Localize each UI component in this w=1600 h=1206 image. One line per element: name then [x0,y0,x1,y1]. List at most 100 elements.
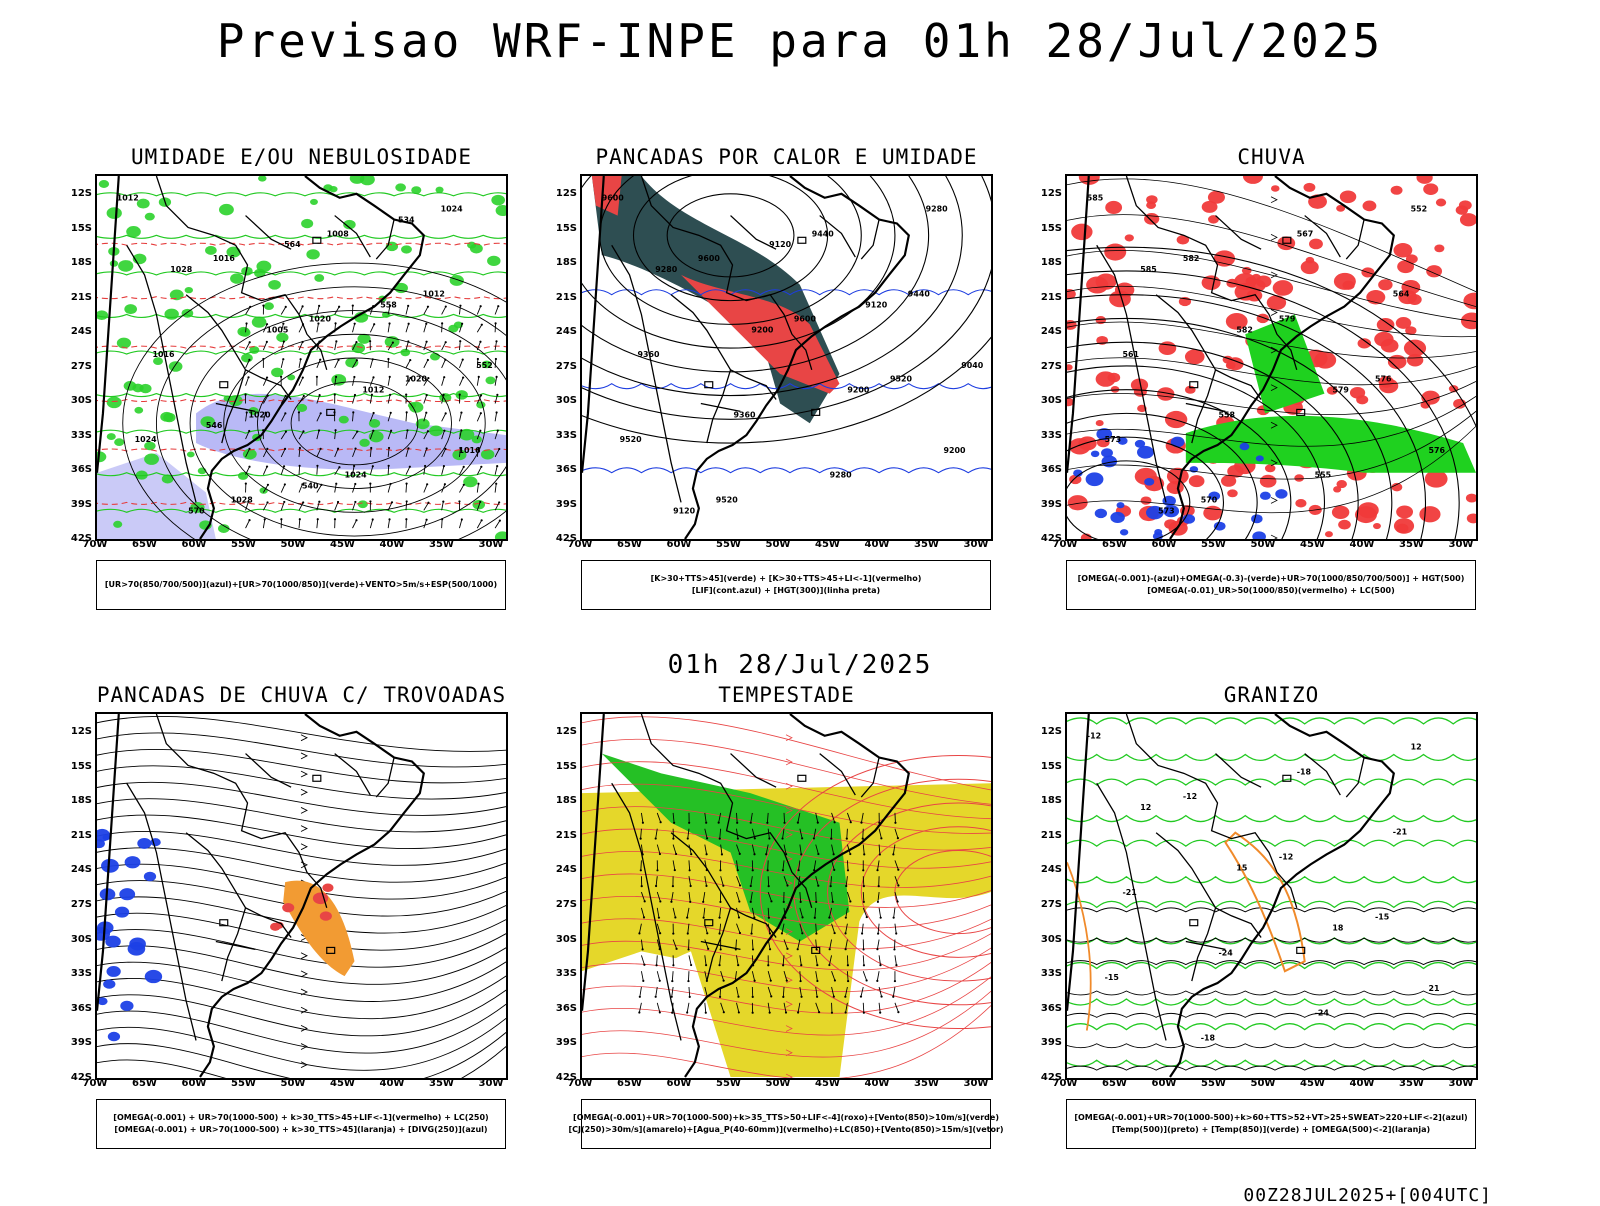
svg-text:1024: 1024 [135,435,158,444]
svg-text:9440: 9440 [812,229,835,238]
svg-text:1012: 1012 [117,194,139,203]
lat-tick-label: 24S [549,326,577,337]
svg-text:570: 570 [188,506,205,515]
lat-tick-label: 30S [64,395,92,406]
panel-title: PANCADAS DE CHUVA C/ TROVOADAS [55,683,548,707]
svg-text:9120: 9120 [673,506,696,515]
svg-text:555: 555 [1315,471,1332,480]
svg-text:9280: 9280 [926,205,949,214]
svg-text:546: 546 [206,421,223,430]
svg-text:561: 561 [1122,350,1139,359]
svg-text:564: 564 [284,240,301,249]
svg-text:579: 579 [1279,314,1296,323]
svg-text:21: 21 [1428,984,1439,993]
svg-text:9440: 9440 [908,290,931,299]
svg-text:552: 552 [1411,205,1428,214]
map-graphic: -12-12-12-15-15-18-18-21-21-24-241212151… [1067,714,1476,1078]
svg-text:15: 15 [1236,863,1247,872]
svg-text:9520: 9520 [716,495,739,504]
lat-tick-label: 12S [549,726,577,737]
lat-tick-label: 24S [1034,864,1062,875]
svg-text:9520: 9520 [620,435,643,444]
row-date-label: 01h 28/Jul/2025 [0,650,1600,680]
lat-tick-label: 12S [1034,726,1062,737]
lat-tick-label: 33S [64,430,92,441]
svg-text:12: 12 [1140,803,1151,812]
map-graphic [582,714,991,1078]
panel-legend: [OMEGA(-0.001)+UR>70(1000-500)+k>35_TTS>… [581,1099,991,1149]
panel-title: TEMPESTADE [540,683,1033,707]
lat-tick-label: 30S [1034,934,1062,945]
svg-text:9040: 9040 [961,361,984,370]
lat-tick-label: 15S [1034,223,1062,234]
svg-text:585: 585 [1140,265,1157,274]
lat-tick-label: 39S [1034,1037,1062,1048]
lat-tick-label: 21S [549,292,577,303]
panel-legend: [OMEGA(-0.001)+UR>70(1000-500)+k>60+TTS>… [1066,1099,1476,1149]
svg-text:-21: -21 [1393,828,1407,837]
lat-tick-label: 18S [1034,257,1062,268]
lat-tick-label: 15S [549,223,577,234]
svg-text:558: 558 [380,301,397,310]
svg-text:-12: -12 [1279,852,1293,861]
lat-tick-label: 21S [1034,830,1062,841]
svg-text:18: 18 [1332,924,1344,933]
legend-line: [UR>70(850/700/500)](azul)+[UR>70(1000/8… [105,579,497,591]
lat-tick-label: 33S [549,430,577,441]
lat-tick-label: 30S [549,934,577,945]
svg-text:9120: 9120 [865,301,888,310]
svg-text:1028: 1028 [231,495,254,504]
panel-legend: [OMEGA(-0.001) + UR>70(1000-500) + k>30_… [96,1099,506,1149]
svg-text:573: 573 [1105,435,1122,444]
svg-text:1016: 1016 [213,254,236,263]
svg-text:9200: 9200 [943,446,966,455]
legend-line: [K>30+TTS>45](verde) + [K>30+TTS>45+LI<-… [651,573,922,585]
legend-line: [OMEGA(-0.01)_UR>50(1000/850)(vermelho) … [1147,585,1395,597]
lat-tick-label: 30S [549,395,577,406]
lat-tick-label: 39S [549,1037,577,1048]
svg-text:-12: -12 [1087,732,1101,741]
lat-tick-label: 24S [1034,326,1062,337]
lat-tick-label: 36S [1034,1003,1062,1014]
lat-tick-label: 15S [64,761,92,772]
lat-tick-label: 27S [1034,899,1062,910]
map-graphic: 9600960096009520952095209440944093609360… [582,176,991,539]
svg-text:9600: 9600 [602,194,625,203]
panel-legend: [K>30+TTS>45](verde) + [K>30+TTS>45+LI<-… [581,560,991,610]
svg-text:573: 573 [1158,506,1175,515]
panel-legend: [OMEGA(-0.001)-(azul)+OMEGA(-0.3)-(verde… [1066,560,1476,610]
svg-text:9200: 9200 [847,386,870,395]
forecast-map-4 [580,712,993,1080]
lat-tick-label: 18S [64,795,92,806]
lat-tick-label: 21S [64,830,92,841]
panel-title: PANCADAS POR CALOR E UMIDADE [540,145,1033,169]
svg-text:585: 585 [1087,194,1104,203]
svg-text:576: 576 [1428,446,1445,455]
lat-tick-label: 15S [1034,761,1062,772]
lat-tick-label: 33S [549,968,577,979]
legend-line: [OMEGA(-0.001)+UR>70(1000-500)+k>60+TTS>… [1074,1112,1467,1124]
svg-text:9280: 9280 [655,265,678,274]
svg-text:1024: 1024 [441,205,464,214]
panel-title: CHUVA [1025,145,1518,169]
lat-tick-label: 12S [64,188,92,199]
svg-text:1028: 1028 [170,265,193,274]
svg-text:570: 570 [1201,495,1218,504]
lat-tick-label: 36S [1034,464,1062,475]
lat-tick-label: 33S [64,968,92,979]
lat-tick-label: 30S [1034,395,1062,406]
svg-text:-12: -12 [1183,792,1197,801]
lat-tick-label: 33S [1034,430,1062,441]
lat-tick-label: 15S [64,223,92,234]
lat-tick-label: 27S [1034,361,1062,372]
svg-text:-18: -18 [1297,767,1312,776]
forecast-map-3 [95,712,508,1080]
svg-text:1020: 1020 [309,314,332,323]
svg-text:-15: -15 [1375,913,1389,922]
lat-tick-label: 12S [1034,188,1062,199]
svg-text:9520: 9520 [890,375,913,384]
svg-text:1020: 1020 [249,410,272,419]
